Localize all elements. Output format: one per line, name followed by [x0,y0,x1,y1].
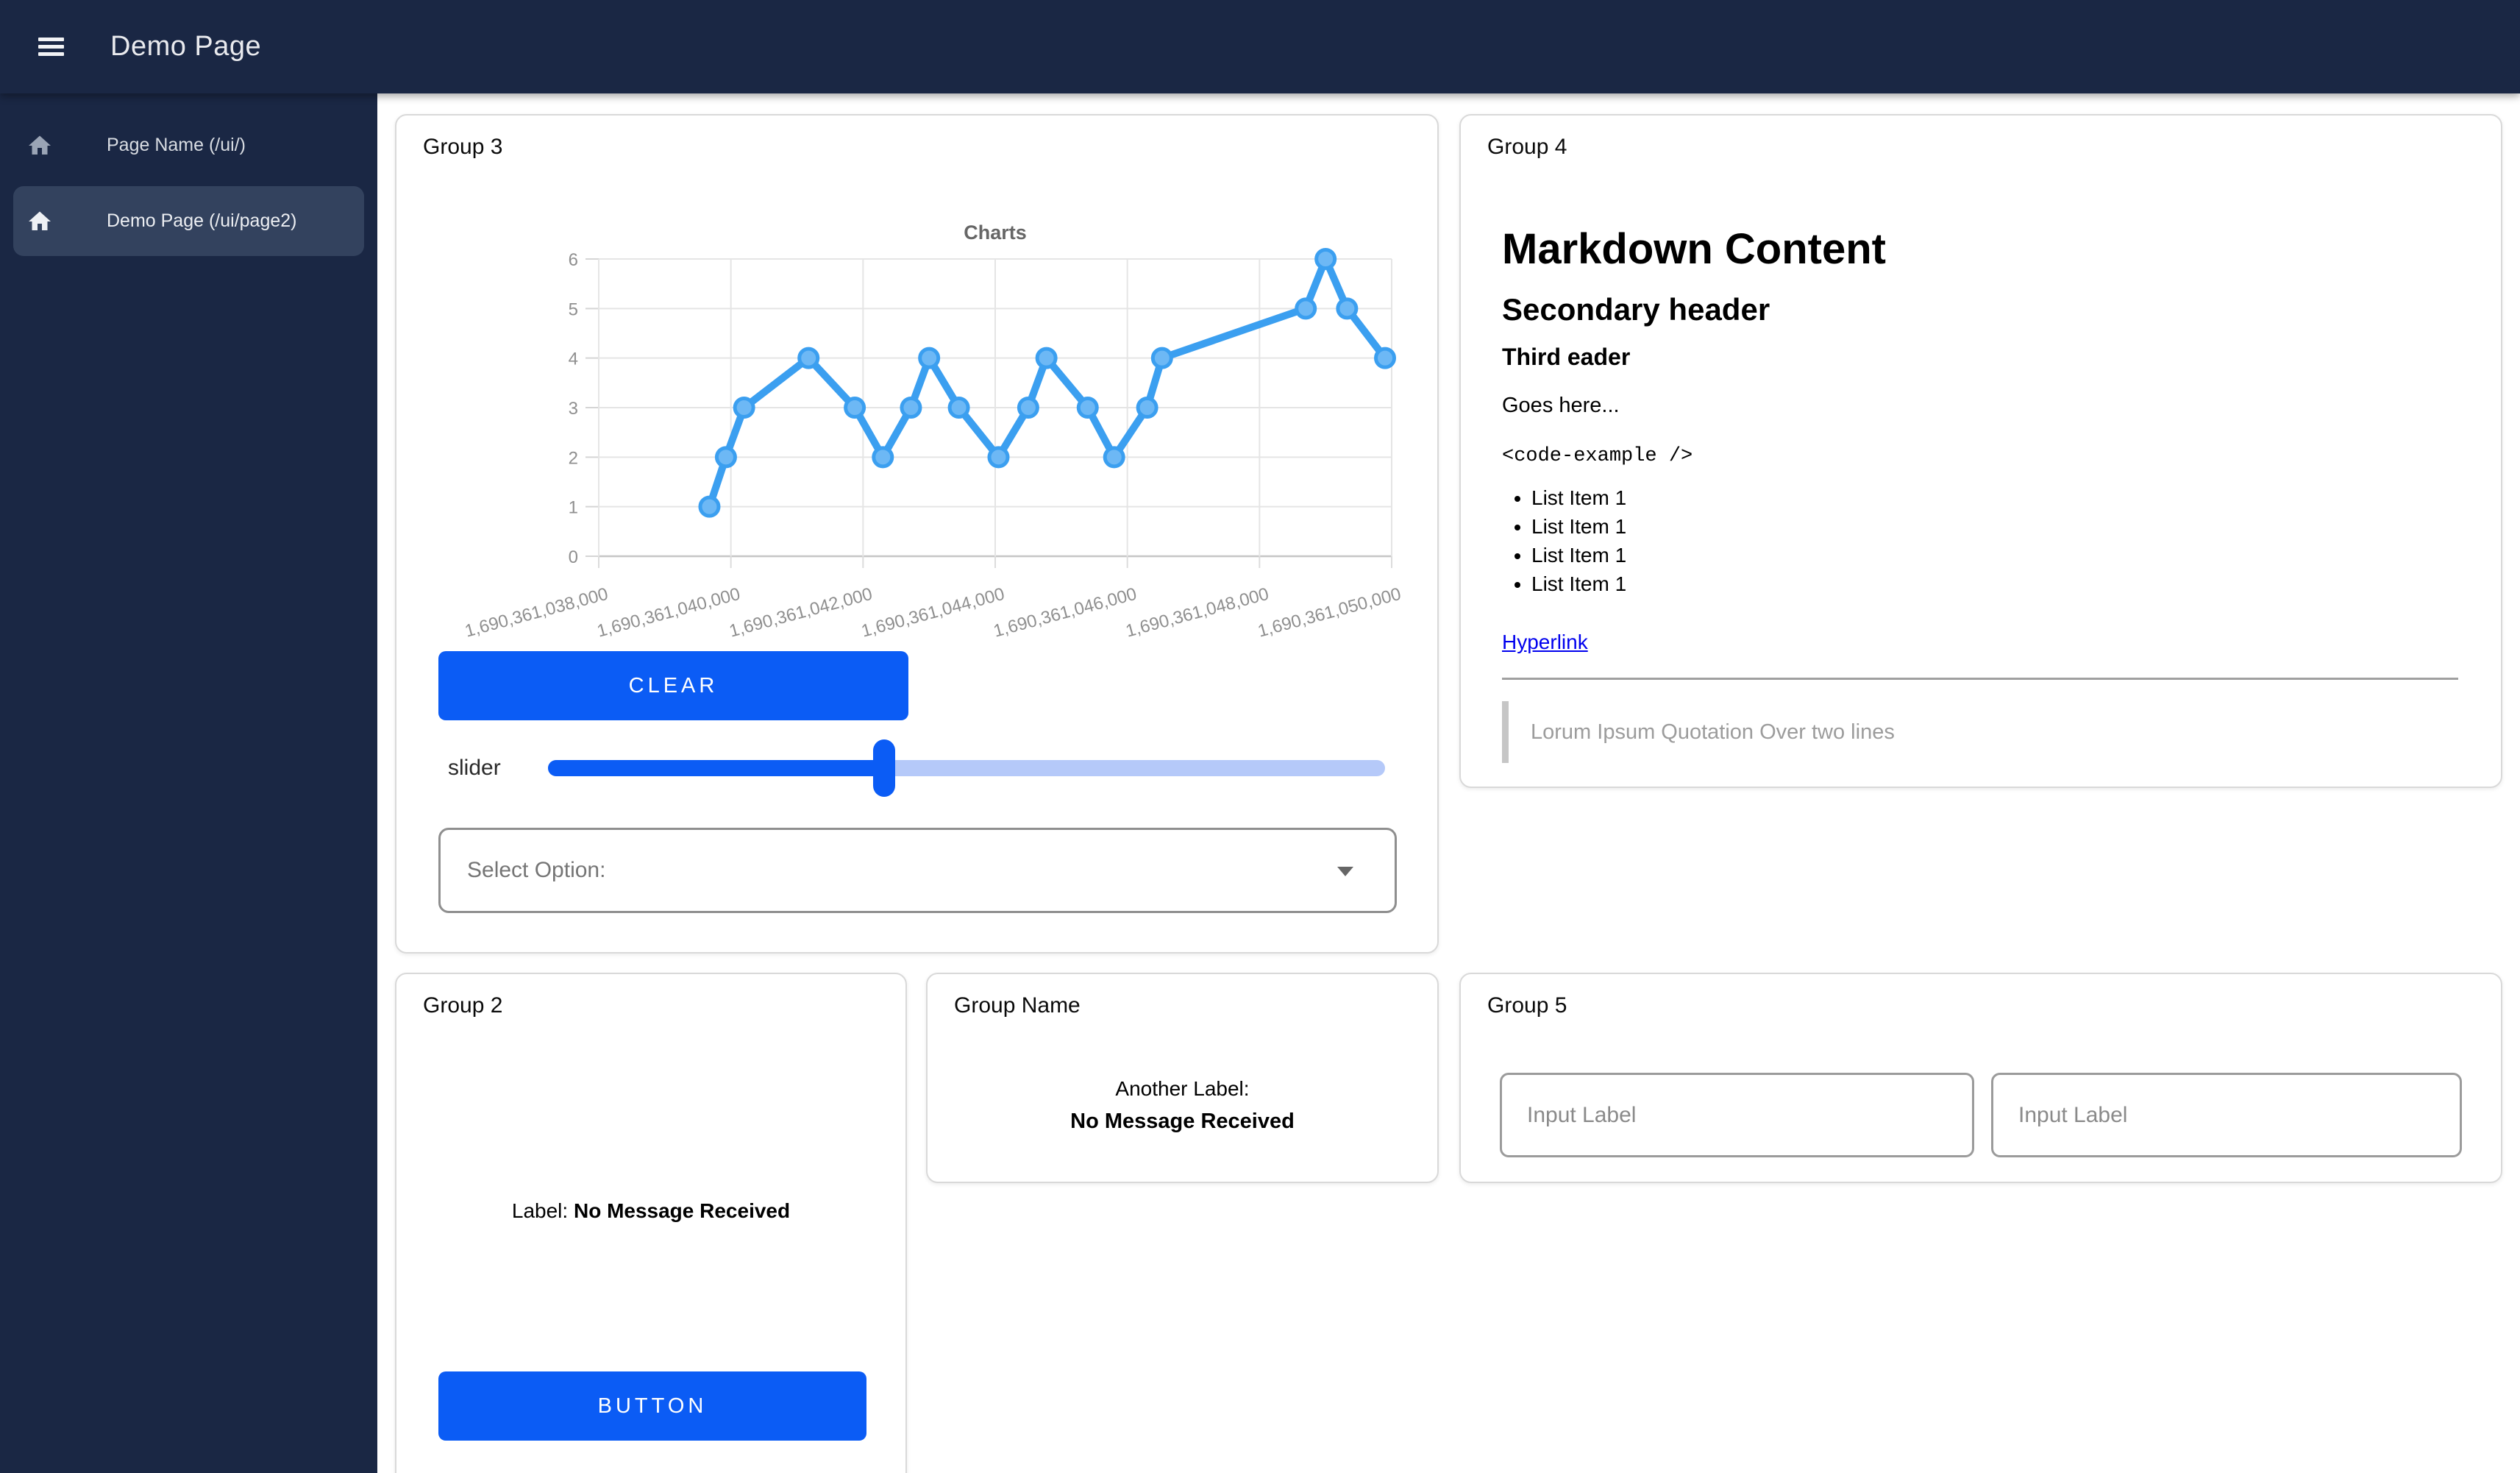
data-point [1136,397,1158,419]
x-tick-label: 1,690,361,042,000 [727,584,875,642]
message-value: No Message Received [1070,1110,1295,1133]
label-prefix: Label: [511,1199,569,1222]
blockquote-text: Lorum Ipsum Quotation Over two lines [1531,720,1895,744]
markdown-content: Markdown Content Secondary header Third … [1461,116,2501,787]
group-name-title: Group Name [954,993,1081,1018]
sidebar-item-label: Page Name (/ui/) [107,135,246,155]
blockquote: Lorum Ipsum Quotation Over two lines [1502,701,1895,763]
home-icon [26,208,53,235]
group-name-card: Group Name Another Label: No Message Rec… [926,973,1439,1183]
slider-label: slider [448,756,501,780]
group2-card: Group 2 Label: No Message Received BUTTO… [395,973,907,1473]
message-value: No Message Received [573,1199,791,1222]
x-tick-label: 1,690,361,046,000 [992,584,1139,642]
list-item: List Item 1 [1531,569,1626,598]
list-item: List Item 1 [1531,483,1626,512]
data-point [900,397,922,419]
y-tick-label: 2 [569,448,578,468]
clear-button[interactable]: CLEAR [438,651,908,720]
x-tick-label: 1,690,361,048,000 [1124,584,1271,642]
menu-bar [38,52,64,56]
menu-icon[interactable] [38,38,64,56]
markdown-list: List Item 1List Item 1List Item 1List It… [1502,483,1626,598]
line-chart: 0 1 2 3 4 5 6 1,690,361,038,0001,690,361,040,00… [463,221,1403,642]
x-tick-label: 1,690,361,044,000 [859,584,1006,642]
data-point [698,495,721,518]
data-point [797,347,820,369]
group4-card: Group 4 Markdown Content Secondary heade… [1459,114,2502,788]
markdown-paragraph: Goes here... [1502,394,1620,417]
data-point [947,397,970,419]
group5-title: Group 5 [1487,993,1567,1018]
x-tick-label: 1,690,361,050,000 [1256,584,1403,642]
slider-fill [548,760,885,776]
y-tick-label: 4 [569,349,578,369]
data-point [1035,347,1058,369]
x-tick-label: 1,690,361,038,000 [463,584,610,642]
markdown-h3: Third eader [1502,344,1631,370]
data-point [1314,248,1337,270]
y-tick-label: 1 [569,498,578,518]
sidebar-item-1[interactable]: Page Name (/ui/) [13,110,364,180]
data-point [1374,347,1397,369]
sidebar: Page Name (/ui/) Demo Page (/ui/page2) [0,93,377,1473]
input-field-2[interactable] [1991,1073,2462,1157]
menu-bar [38,45,64,49]
data-point [918,347,941,369]
slider[interactable] [548,739,1385,797]
markdown-code: <code-example /> [1502,445,1693,467]
sidebar-item-label: Demo Page (/ui/page2) [107,210,297,231]
y-tick-label: 6 [569,250,578,270]
y-tick-label: 0 [569,547,578,567]
list-item: List Item 1 [1531,512,1626,541]
data-point [872,446,894,469]
top-navbar: Demo Page [0,0,2520,93]
group2-button[interactable]: BUTTON [438,1371,866,1441]
data-point [1336,297,1359,320]
list-item: List Item 1 [1531,541,1626,569]
home-icon [26,132,53,159]
markdown-h1: Markdown Content [1502,225,1886,273]
group4-title: Group 4 [1487,135,1567,159]
select-option-dropdown[interactable]: Select Option: [438,828,1397,913]
y-tick-label: 5 [569,299,578,319]
group2-title: Group 2 [423,993,503,1018]
data-point [844,397,866,419]
group2-message-line: Label: No Message Received [396,1199,905,1223]
data-point [1076,397,1099,419]
sidebar-item-2[interactable]: Demo Page (/ui/page2) [13,186,364,256]
data-point [733,397,755,419]
group5-card: Group 5 [1459,973,2502,1183]
data-point [987,446,1010,469]
data-point [1017,397,1039,419]
divider [1502,678,2458,680]
hyperlink[interactable]: Hyperlink [1502,631,1588,653]
data-point [1150,347,1173,369]
chevron-down-icon [1337,867,1353,876]
app-title: Demo Page [110,31,262,62]
another-label: Another Label: [1115,1077,1250,1100]
chart-title: Charts [964,221,1027,244]
markdown-h2: Secondary header [1502,292,1770,327]
data-line [705,255,1389,511]
input-field-1[interactable] [1500,1073,1974,1157]
select-option-label: Select Option: [467,858,606,882]
x-tick-label: 1,690,361,040,000 [595,584,742,642]
slider-thumb[interactable] [873,739,896,797]
y-tick-label: 3 [569,399,578,419]
data-point [1295,297,1317,320]
data-point [1103,446,1125,469]
menu-bar [38,38,64,41]
data-point [714,446,737,469]
group3-title: Group 3 [423,135,503,159]
group3-card: Group 3 0 1 2 3 4 5 6 1,690,361,038,000 1,690,36… [395,114,1439,954]
